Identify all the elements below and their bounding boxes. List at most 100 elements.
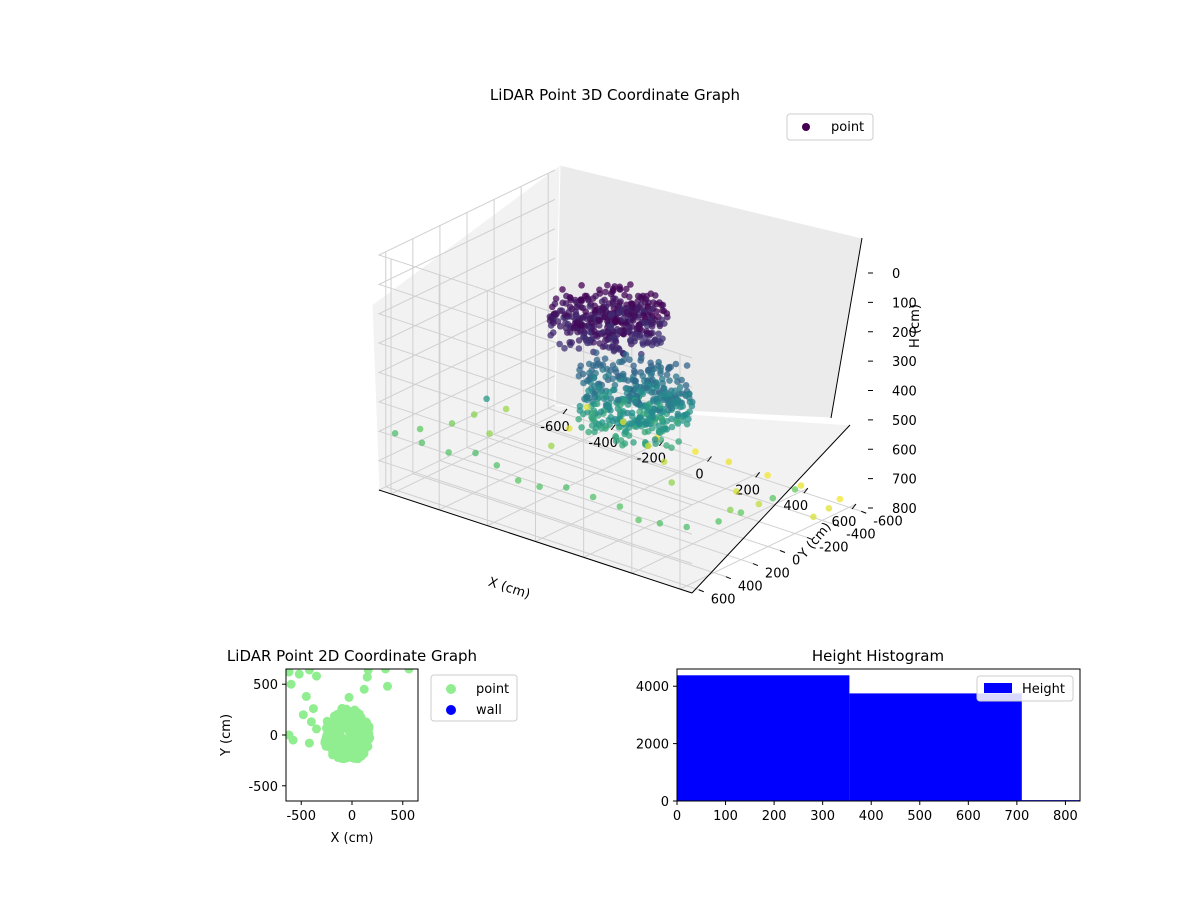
point-3d xyxy=(632,398,639,406)
point-3d xyxy=(590,374,598,382)
point-3d xyxy=(620,330,627,338)
point-3d xyxy=(616,346,623,353)
y-tick-label-hist: 2000 xyxy=(636,738,669,753)
point-3d xyxy=(609,362,617,369)
point-3d xyxy=(810,513,817,521)
point-3d xyxy=(672,360,680,368)
legend-hist: Height xyxy=(976,675,1074,702)
point-3d xyxy=(657,367,664,375)
point-3d xyxy=(631,369,639,377)
point-3d xyxy=(668,415,675,423)
point-3d xyxy=(683,362,691,369)
legend-hist-label: Height xyxy=(1022,682,1065,697)
point-3d xyxy=(585,360,593,368)
point-3d xyxy=(655,358,662,366)
point-3d xyxy=(550,329,557,336)
x-tick-label-3d: -400 xyxy=(588,436,618,451)
point-3d xyxy=(675,438,682,445)
point-3d xyxy=(602,337,609,344)
point-3d xyxy=(678,376,685,384)
point-3d xyxy=(627,281,634,288)
point-3d xyxy=(648,305,655,313)
point-3d xyxy=(592,388,599,396)
x-tick-label-hist: 500 xyxy=(907,809,932,824)
point-3d xyxy=(660,396,667,404)
point-3d xyxy=(764,472,771,479)
point-2d xyxy=(332,731,342,741)
point-3d xyxy=(563,292,570,300)
point-2d xyxy=(306,717,316,727)
point-3d xyxy=(557,323,564,330)
z-tick-label-3d: 800 xyxy=(892,502,917,517)
grid-line-z xyxy=(377,345,693,535)
point-3d xyxy=(623,308,630,316)
point-2d xyxy=(312,671,321,681)
point-3d xyxy=(676,384,684,391)
point-3d xyxy=(614,396,621,404)
point-3d xyxy=(755,500,763,508)
point-3d xyxy=(483,395,490,403)
x-tick-label-hist: 300 xyxy=(810,809,835,824)
point-2d xyxy=(350,742,360,752)
point-2d xyxy=(355,722,365,732)
point-3d xyxy=(589,493,597,501)
point-3d xyxy=(391,430,399,437)
point-3d xyxy=(624,385,631,392)
point-3d xyxy=(582,308,589,316)
y-tick-mark-3d xyxy=(806,536,813,540)
point-3d xyxy=(663,442,670,449)
point-2d xyxy=(343,747,352,757)
point-3d xyxy=(612,295,619,303)
point-3d xyxy=(596,340,603,347)
point-3d xyxy=(621,291,628,299)
point-2d xyxy=(304,738,314,748)
point-3d xyxy=(661,389,669,397)
z-tick-label-3d: 0 xyxy=(892,267,900,282)
ticks-2d: -500 0 500 -500 0 500 xyxy=(248,678,415,824)
point-3d xyxy=(619,315,627,323)
point-3d xyxy=(601,305,608,313)
point-3d xyxy=(769,494,777,502)
point-3d xyxy=(628,304,636,311)
x-tick-label-3d: -600 xyxy=(540,420,570,435)
point-3d xyxy=(546,317,554,324)
point-3d xyxy=(493,462,501,469)
grid-line-z xyxy=(377,316,693,506)
point-3d xyxy=(647,290,655,298)
point-3d xyxy=(631,338,638,345)
y-tick-label-3d: 0 xyxy=(792,554,800,569)
point-3d xyxy=(592,349,600,357)
point-3d xyxy=(472,449,479,457)
point-3d xyxy=(536,483,543,491)
point-3d xyxy=(609,417,617,425)
z-tick-label-3d: 300 xyxy=(892,355,917,370)
point-3d xyxy=(561,345,568,352)
point-3d xyxy=(648,408,655,416)
z-tick-label-3d: 700 xyxy=(892,473,917,488)
point-2d xyxy=(333,718,343,728)
point-3d xyxy=(644,428,652,435)
point-3d xyxy=(612,318,620,326)
x-axis-line xyxy=(378,489,693,594)
legend-3d: point xyxy=(786,113,874,141)
grid-line-z xyxy=(377,287,693,476)
point-3d xyxy=(609,300,617,308)
legend-2d-wall-label: wall xyxy=(476,703,502,718)
points-2d xyxy=(286,669,414,764)
point-3d xyxy=(648,323,656,330)
y-tick-label-3d: -200 xyxy=(819,540,849,555)
point-3d xyxy=(502,405,510,413)
point-3d xyxy=(644,366,652,374)
point-3d xyxy=(645,442,652,450)
point-3d xyxy=(621,430,628,438)
point-3d xyxy=(612,434,620,441)
point-3d xyxy=(602,288,609,296)
point-2d xyxy=(383,681,392,691)
point-3d xyxy=(658,301,665,309)
x-tick-label-2d: 500 xyxy=(390,809,415,824)
point-3d xyxy=(616,285,623,293)
point-3d xyxy=(585,428,592,436)
legend-2d-wall-marker xyxy=(446,705,456,715)
